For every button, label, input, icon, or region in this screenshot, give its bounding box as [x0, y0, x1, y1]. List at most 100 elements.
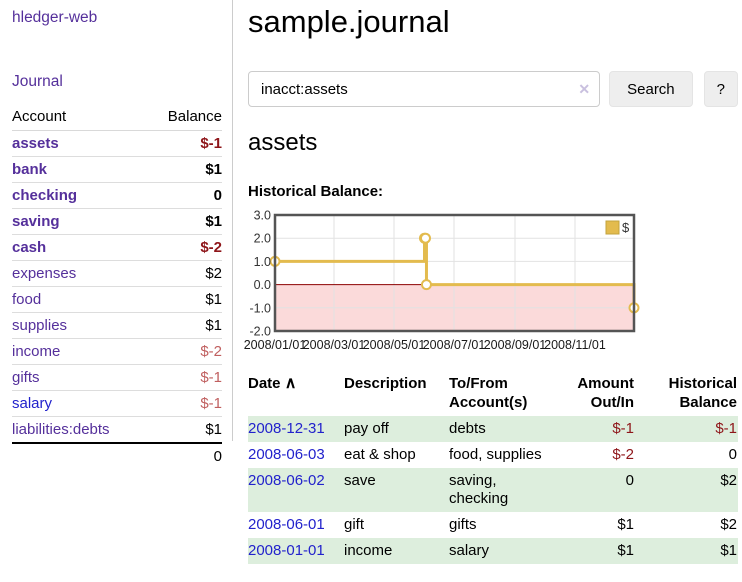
account-balance: $-2	[146, 338, 222, 365]
transaction-balance: $-1	[715, 420, 737, 437]
account-balance: $1	[146, 156, 222, 183]
account-link[interactable]: checking	[12, 187, 78, 204]
svg-text:3.0: 3.0	[254, 209, 271, 223]
account-row: supplies $1	[12, 312, 222, 339]
svg-text:0.0: 0.0	[254, 278, 271, 292]
historical-balance-chart: $3.0 2.0 1.0 0.0 -1.0 -2.02008/01/012008/03/0…	[244, 209, 640, 352]
account-balance: $1	[146, 416, 222, 443]
account-balance: $1	[146, 286, 222, 313]
account-title: assets	[248, 129, 318, 156]
search-row: ✕ Search ?	[248, 71, 738, 107]
register-header-row: Date ∧ Description To/From Account(s) Am…	[248, 372, 738, 416]
account-row: bank $1	[12, 156, 222, 183]
account-row: income $-2	[12, 338, 222, 365]
transaction-date-link[interactable]: 2008-06-03	[248, 446, 325, 463]
account-link[interactable]: income	[12, 343, 61, 360]
search-input[interactable]	[248, 71, 601, 107]
transaction-amount: $1	[617, 542, 634, 559]
transaction-date-link[interactable]: 2008-06-02	[248, 472, 325, 489]
help-button[interactable]: ?	[703, 71, 738, 107]
svg-text:2008/01/01: 2008/01/01	[244, 338, 307, 352]
register-row: 2008-12-31 pay off debts $-1 $-1	[248, 416, 738, 442]
register-col-amount: Amount Out/In	[577, 375, 634, 411]
account-row: salary $-1	[12, 390, 222, 417]
svg-text:2008/11/01: 2008/11/01	[544, 338, 606, 352]
register-row: 2008-06-01 gift gifts $1 $2	[248, 512, 738, 538]
account-row: cash $-2	[12, 234, 222, 261]
transaction-date-link[interactable]: 2008-06-01	[248, 516, 325, 533]
account-link[interactable]: cash	[12, 239, 47, 256]
account-balance: $1	[146, 208, 222, 235]
main-content: sample.journal ✕ Search ? assets Histori…	[244, 0, 738, 564]
account-row: liabilities:debts $1	[12, 416, 222, 443]
register-row: 2008-01-01 income salary $1 $1	[248, 538, 738, 564]
register-col-date[interactable]: Date ∧	[248, 375, 297, 392]
transaction-balance: $1	[720, 542, 737, 559]
account-link[interactable]: supplies	[12, 317, 68, 334]
account-balance: 0	[146, 182, 222, 209]
transaction-description: gift	[344, 516, 365, 533]
account-balance: $-1	[146, 364, 222, 391]
transaction-amount: $-2	[612, 446, 634, 463]
register-body: 2008-12-31 pay off debts $-1 $-1 2008-06-03 ea…	[248, 416, 738, 564]
account-row: checking 0	[12, 182, 222, 209]
transaction-accounts: gifts	[449, 516, 477, 533]
chart-title: Historical Balance:	[248, 183, 384, 200]
clear-search-icon[interactable]: ✕	[578, 81, 591, 97]
register-table: Date ∧ Description To/From Account(s) Am…	[248, 372, 738, 564]
transaction-amount: $1	[617, 516, 634, 533]
sidebar-accounts-body: assets $-1 bank $1 checking 0 saving $1 cash $-2 e…	[12, 131, 222, 469]
account-link[interactable]: expenses	[12, 265, 77, 282]
register-row: 2008-06-02 save saving, checking 0 $2	[248, 468, 738, 512]
account-row: gifts $-1	[12, 364, 222, 391]
account-link[interactable]: liabilities:debts	[12, 421, 110, 438]
register-col-accounts: To/From Account(s)	[449, 375, 528, 411]
account-balance: $1	[146, 312, 222, 339]
transaction-amount: $-1	[612, 420, 634, 437]
transaction-amount: 0	[625, 472, 634, 489]
transaction-description: income	[344, 542, 393, 559]
transaction-accounts: debts	[449, 420, 486, 437]
accounts-col-balance: Balance	[146, 105, 222, 131]
sidebar: hledger-web Journal Account Balance asse…	[0, 0, 233, 469]
transaction-accounts: food, supplies	[449, 446, 542, 463]
account-balance: $-1	[146, 390, 222, 417]
svg-text:1.0: 1.0	[254, 255, 271, 269]
accounts-total-row: 0	[12, 442, 222, 469]
page-title: sample.journal	[248, 4, 450, 39]
transaction-description: pay off	[344, 420, 389, 437]
accounts-header-row: Account Balance	[12, 105, 222, 131]
search-box: ✕	[248, 71, 601, 107]
svg-text:-2.0: -2.0	[249, 325, 271, 339]
account-link[interactable]: assets	[12, 135, 59, 152]
register-col-balance: Historical Balance	[668, 375, 737, 411]
account-link[interactable]: bank	[12, 161, 48, 178]
account-row: saving $1	[12, 208, 222, 235]
transaction-accounts: saving, checking	[449, 472, 509, 507]
svg-text:2008/09/01: 2008/09/01	[484, 338, 547, 352]
account-link[interactable]: saving	[12, 213, 60, 230]
account-link[interactable]: salary	[12, 395, 53, 412]
svg-text:-1.0: -1.0	[249, 301, 271, 315]
accounts-total-balance: 0	[146, 442, 222, 469]
register-row: 2008-06-03 eat & shop food, supplies $-2 0	[248, 442, 738, 468]
accounts-col-account: Account	[12, 105, 147, 131]
svg-text:2008/05/01: 2008/05/01	[363, 338, 426, 352]
transaction-date-link[interactable]: 2008-12-31	[248, 420, 325, 437]
account-row: expenses $2	[12, 260, 222, 287]
account-link[interactable]: food	[12, 291, 42, 308]
account-balance: $2	[146, 260, 222, 287]
account-balance: $-2	[146, 234, 222, 261]
transaction-date-link[interactable]: 2008-01-01	[248, 542, 325, 559]
account-balance: $-1	[200, 135, 222, 152]
sort-ascending-icon: ∧	[284, 375, 297, 392]
search-button[interactable]: Search	[609, 71, 693, 107]
transaction-balance: $2	[720, 472, 737, 489]
app-brand-link[interactable]: hledger-web	[12, 9, 98, 26]
svg-text:2008/03/01: 2008/03/01	[303, 338, 366, 352]
account-link[interactable]: gifts	[12, 369, 40, 386]
transaction-description: save	[344, 472, 376, 489]
svg-text:$: $	[622, 220, 630, 235]
transaction-description: eat & shop	[344, 446, 416, 463]
sidebar-item-journal[interactable]: Journal	[12, 73, 63, 90]
